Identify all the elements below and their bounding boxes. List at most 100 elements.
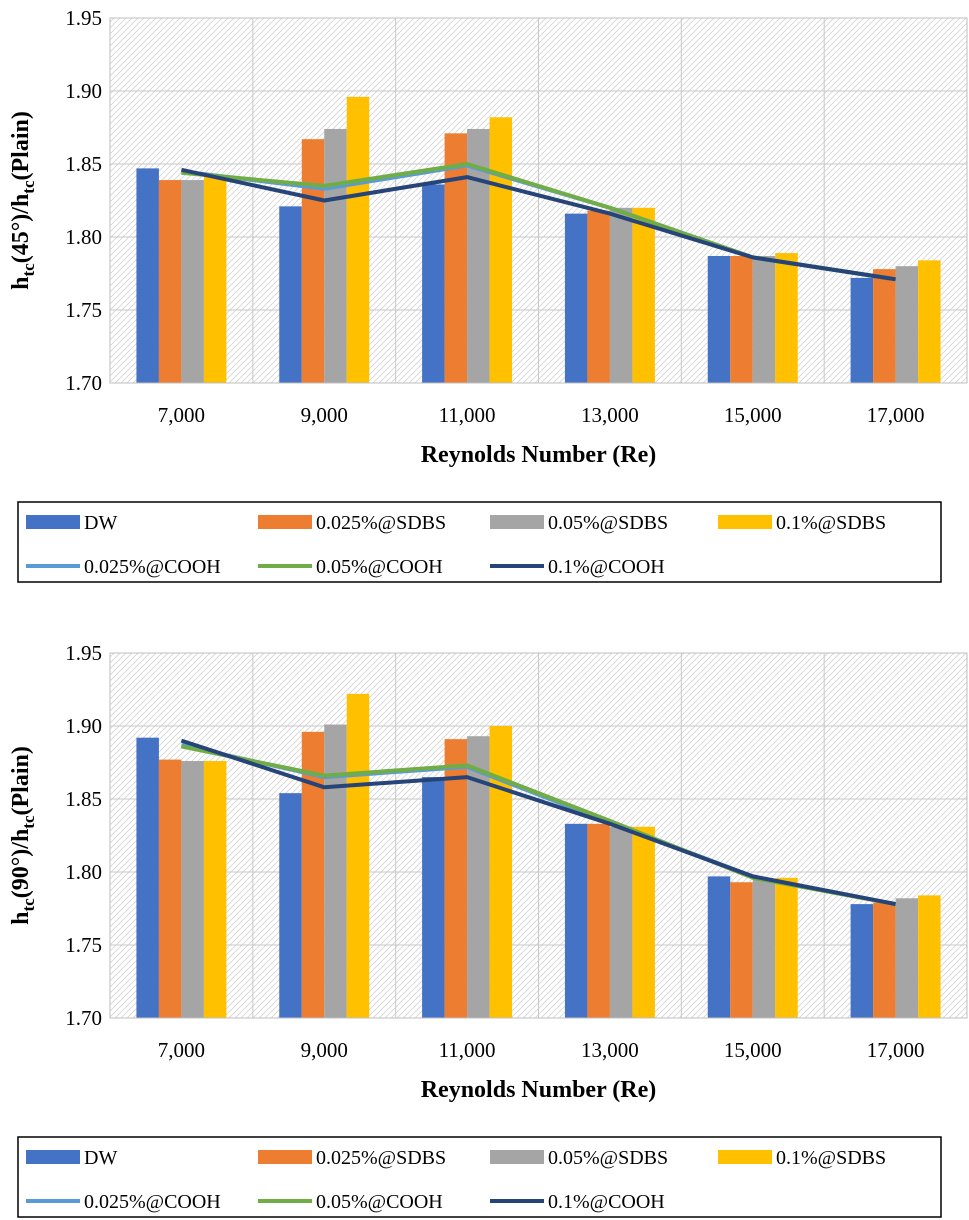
bar [324, 724, 347, 1018]
bar [203, 761, 227, 1018]
x-axis-title: Reynolds Number (Re) [421, 1077, 657, 1103]
legend-swatch [26, 515, 80, 529]
bar [136, 168, 159, 383]
bar [422, 184, 445, 383]
bar [181, 180, 204, 383]
y-tick-label: 1.70 [65, 1006, 102, 1030]
x-tick-label: 11,000 [439, 403, 496, 427]
bar [632, 207, 655, 383]
y-axis-title: htc(45°)/htc(Plain) [8, 111, 38, 290]
y-axis-title-part: (Plain) [8, 746, 34, 815]
bar [775, 253, 798, 383]
bar [203, 175, 227, 383]
bar [918, 260, 941, 383]
y-tick-label: 1.90 [65, 79, 102, 103]
bar [850, 904, 874, 1018]
bar [918, 895, 941, 1018]
bar [775, 877, 798, 1018]
plot-border [109, 652, 968, 1019]
x-tick-label: 11,000 [439, 1038, 496, 1062]
legend-swatch [718, 1150, 772, 1164]
bar [324, 128, 347, 383]
bar [301, 139, 325, 383]
bar [587, 823, 610, 1018]
y-axis-title-part: h [8, 912, 34, 925]
y-axis-title-part: (90°)/h [8, 829, 34, 899]
bar [752, 255, 776, 383]
bar [346, 96, 370, 383]
bar [873, 269, 896, 383]
legend-label: 0.1%@SDBS [776, 512, 886, 534]
bar [609, 826, 633, 1018]
legend-label: 0.025%@COOH [84, 1191, 221, 1213]
y-axis-title-subscript: tc [19, 180, 38, 194]
legend-swatch [258, 515, 312, 529]
series-line [180, 738, 896, 907]
y-axis-title-part: (Plain) [8, 111, 34, 180]
bar [346, 693, 370, 1018]
y-tick-label: 1.90 [65, 714, 102, 738]
plot-border [109, 17, 968, 384]
bar [301, 731, 325, 1018]
x-tick-label: 7,000 [158, 403, 205, 427]
bar [632, 826, 655, 1018]
chart-top: 1.70 1.75 1.80 1.85 1.90 1.95 7,000 9,000 11,000… [8, 6, 968, 583]
legend-label: DW [84, 512, 117, 534]
legend-label: 0.05%@SDBS [548, 1147, 668, 1169]
legend-label: 0.1%@COOH [548, 556, 665, 578]
bar [850, 277, 874, 383]
y-tick-label: 1.80 [65, 860, 102, 884]
y-tick-label: 1.95 [65, 641, 102, 665]
x-tick-label: 17,000 [867, 1038, 925, 1062]
series-line [180, 167, 896, 282]
bar [752, 879, 776, 1018]
bar [279, 206, 302, 383]
bar [422, 777, 445, 1018]
bar [707, 876, 731, 1018]
bar [895, 266, 919, 383]
y-tick-label: 1.95 [65, 6, 102, 30]
legend-label: 0.05%@COOH [316, 556, 443, 578]
bar [489, 726, 513, 1018]
legend-label: 0.1%@COOH [548, 1191, 665, 1213]
legend-label: 0.025%@SDBS [316, 512, 446, 534]
bar [707, 255, 731, 383]
bar [158, 759, 182, 1018]
x-tick-label: 7,000 [158, 1038, 205, 1062]
bar [895, 898, 919, 1018]
y-tick-label: 1.75 [65, 933, 102, 957]
legend-label: 0.05%@SDBS [548, 512, 668, 534]
legend-swatch [258, 1150, 312, 1164]
legend-box [17, 1136, 942, 1218]
x-tick-label: 15,000 [724, 1038, 782, 1062]
x-tick-label: 9,000 [301, 1038, 348, 1062]
bar [489, 117, 513, 383]
bar [158, 180, 182, 383]
bar [730, 882, 753, 1018]
y-axis-title-subscript: tc [19, 898, 38, 912]
bar [444, 739, 468, 1018]
y-tick-label: 1.85 [65, 787, 102, 811]
y-axis-title-subscript: tc [19, 263, 38, 277]
bar [279, 793, 302, 1018]
legend-swatch [26, 1150, 80, 1164]
x-tick-label: 15,000 [724, 403, 782, 427]
legend-label: DW [84, 1147, 117, 1169]
y-axis-title-part: h [8, 277, 34, 290]
bar [467, 128, 490, 383]
legend-swatch [718, 515, 772, 529]
y-tick-label: 1.80 [65, 225, 102, 249]
bar [564, 823, 588, 1018]
x-tick-label: 17,000 [867, 403, 925, 427]
bar [467, 736, 490, 1018]
bar [609, 207, 633, 383]
bar [136, 737, 159, 1018]
legend-label: 0.025%@COOH [84, 556, 221, 578]
y-tick-label: 1.70 [65, 371, 102, 395]
legend-label: 0.05%@COOH [316, 1191, 443, 1213]
bar [587, 210, 610, 383]
legend-swatch [490, 515, 544, 529]
legend-swatch [490, 1150, 544, 1164]
bar [564, 213, 588, 383]
y-axis-title-subscript: tc [19, 815, 38, 829]
